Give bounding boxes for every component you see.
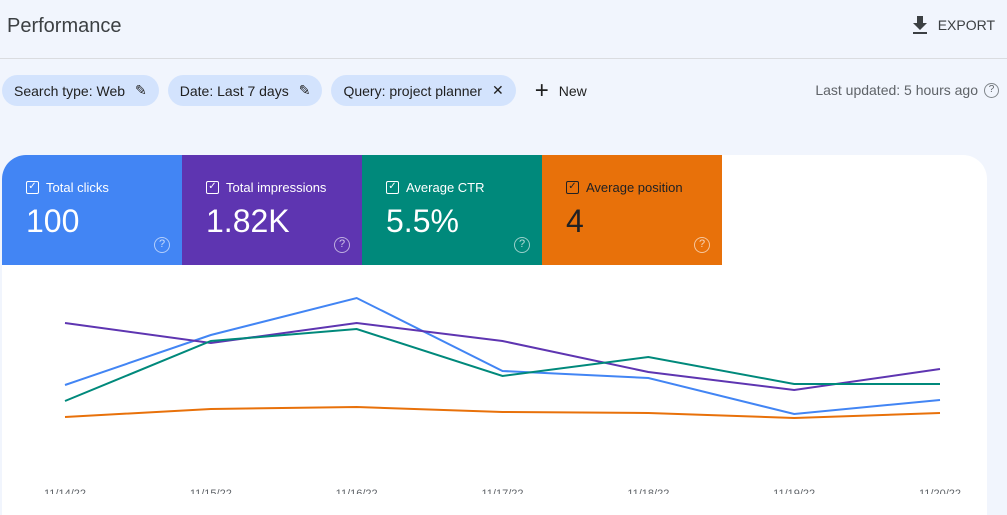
pencil-icon[interactable]: ✎ <box>135 82 147 98</box>
last-updated-text: Last updated: 5 hours ago <box>815 82 978 98</box>
header-divider <box>0 58 1007 59</box>
x-tick-label: 11/14/22 <box>44 488 86 494</box>
page-title: Performance <box>7 15 122 37</box>
close-icon[interactable]: ✕ <box>491 82 504 98</box>
metric-label: Total clicks <box>46 180 109 195</box>
series-line-1 <box>64 321 941 392</box>
export-button[interactable]: EXPORT <box>912 16 995 34</box>
help-icon[interactable]: ? <box>154 237 170 253</box>
new-filter-button[interactable]: + New <box>535 77 587 105</box>
metric-tile-ctr[interactable]: ✓ Average CTR 5.5% ? <box>362 155 542 265</box>
metric-tile-clicks[interactable]: ✓ Total clicks 100 ? <box>2 155 182 265</box>
series-line-0 <box>64 296 941 416</box>
x-tick-label: 11/18/22 <box>627 488 669 494</box>
metric-label: Average CTR <box>406 180 485 195</box>
metric-tile-impressions[interactable]: ✓ Total impressions 1.82K ? <box>182 155 362 265</box>
plus-icon: + <box>534 76 549 104</box>
chip-label: Date: Last 7 days <box>179 82 289 99</box>
performance-chart: 11/14/22 11/15/22 11/16/22 11/17/22 11/18/22… <box>44 296 961 494</box>
help-icon[interactable]: ? <box>514 237 530 253</box>
checkbox-icon[interactable]: ✓ <box>26 181 39 194</box>
filter-chip-date[interactable]: Date: Last 7 days ✎ <box>167 75 323 106</box>
help-icon[interactable]: ? <box>694 237 710 253</box>
x-tick-label: 11/19/22 <box>773 488 815 494</box>
metric-value: 5.5% <box>386 203 459 239</box>
x-tick-label: 11/17/22 <box>481 488 523 494</box>
x-tick-label: 11/15/22 <box>190 488 232 494</box>
help-icon[interactable]: ? <box>984 82 999 98</box>
chip-label: Query: project planner <box>343 82 482 99</box>
filter-chip-search-type[interactable]: Search type: Web ✎ <box>2 75 159 106</box>
metric-value: 1.82K <box>206 203 290 239</box>
series-line-2 <box>64 327 940 402</box>
checkbox-icon[interactable]: ✓ <box>206 181 219 194</box>
metric-value: 4 <box>566 203 584 239</box>
metric-tile-position[interactable]: ✓ Average position 4 ? <box>542 155 722 265</box>
metric-label: Total impressions <box>226 180 327 195</box>
new-label: New <box>558 82 587 99</box>
filter-bar: Search type: Web ✎ Date: Last 7 days ✎ Que… <box>2 75 587 106</box>
pencil-icon[interactable]: ✎ <box>298 82 311 98</box>
performance-card: ✓ Total clicks 100 ? ✓ Total impressions 1… <box>2 155 987 515</box>
download-icon <box>912 16 927 34</box>
checkbox-icon[interactable]: ✓ <box>566 181 579 194</box>
last-updated: Last updated: 5 hours ago? <box>815 82 999 98</box>
chip-label: Search type: Web <box>14 82 126 99</box>
x-tick-label: 11/16/22 <box>336 488 378 494</box>
metric-value: 100 <box>26 203 80 239</box>
filter-chip-query[interactable]: Query: project planner ✕ <box>331 75 516 106</box>
checkbox-icon[interactable]: ✓ <box>386 181 399 194</box>
export-label: EXPORT <box>937 17 995 33</box>
x-tick-label: 11/20/22 <box>919 488 961 494</box>
metric-label: Average position <box>586 180 683 195</box>
help-icon[interactable]: ? <box>334 237 350 253</box>
series-line-3 <box>64 405 941 420</box>
